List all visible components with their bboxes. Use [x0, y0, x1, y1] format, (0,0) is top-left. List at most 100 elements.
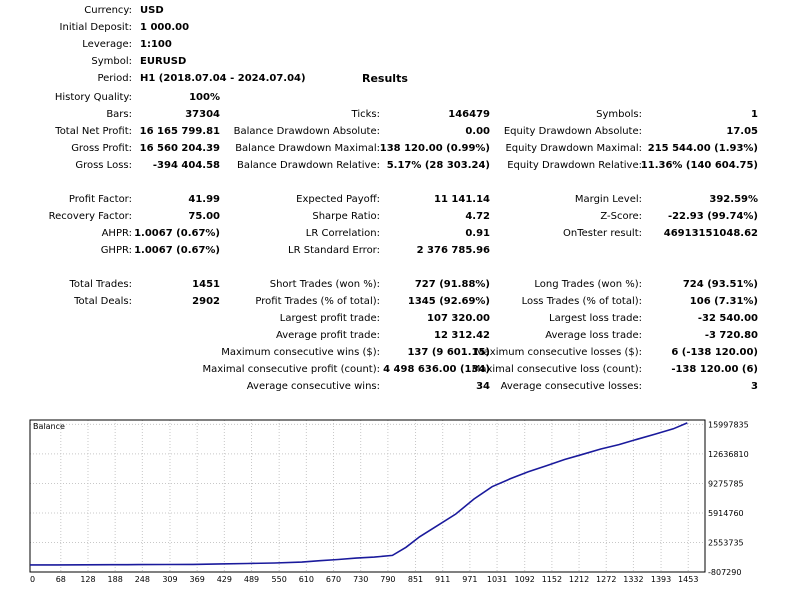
y-tick-label: 12636810 [708, 450, 749, 459]
total-trades-value: 1451 [192, 279, 220, 290]
ghpr-value: 1.0067 (0.67%) [134, 245, 220, 256]
ticks-value: 146479 [448, 109, 490, 120]
equity-dd-max-value: 215 544.00 (1.93%) [647, 143, 758, 154]
equity-dd-rel-value: 11.36% (140 604.75) [640, 160, 758, 171]
avg-cons-losses-value: 3 [751, 381, 758, 392]
bars-value: 37304 [185, 109, 220, 120]
chart-grid [29, 420, 705, 573]
profit-trades-label: Profit Trades (% of total): [255, 296, 380, 307]
avg-cons-losses-label: Average consecutive losses: [500, 381, 642, 392]
short-trades-label: Short Trades (won %): [269, 279, 380, 290]
x-tick-label: 309 [162, 575, 177, 584]
max-cons-wins-value: 137 (9 601.15) [407, 347, 490, 358]
equity-dd-max-label: Equity Drawdown Maximal: [505, 143, 642, 154]
chart-title: Balance [33, 422, 65, 431]
z-score-value: -22.93 (99.74%) [667, 211, 758, 222]
balance-series-line [30, 422, 688, 566]
x-tick-label: 730 [353, 575, 368, 584]
lr-std-error-value: 2 376 785.96 [416, 245, 490, 256]
long-trades-value: 724 (93.51%) [682, 279, 758, 290]
x-tick-label: 971 [462, 575, 477, 584]
x-tick-label: 1212 [569, 575, 589, 584]
total-net-profit-value: 16 165 799.81 [139, 126, 220, 137]
recovery-factor-label: Recovery Factor: [48, 211, 132, 222]
bars-label: Bars: [106, 109, 132, 120]
lr-correlation-label: LR Correlation: [305, 228, 380, 239]
avg-cons-wins-label: Average consecutive wins: [246, 381, 380, 392]
profit-factor-value: 41.99 [188, 194, 220, 205]
max-cons-loss-label: Maximal consecutive loss (count): [471, 364, 642, 375]
x-tick-label: 911 [435, 575, 450, 584]
max-cons-losses-value: 6 (-138 120.00) [671, 347, 758, 358]
margin-level-label: Margin Level: [574, 194, 642, 205]
symbol-label: Symbol: [91, 56, 132, 67]
balance-dd-max-value: 138 120.00 (0.99%) [379, 143, 490, 154]
y-tick-label: 9275785 [708, 479, 744, 488]
x-tick-label: 68 [56, 575, 66, 584]
max-cons-profit-value: 4 498 636.00 (134) [383, 364, 490, 375]
y-tick-label: 15997835 [708, 420, 749, 429]
currency-value: USD [140, 5, 164, 16]
margin-level-value: 392.59% [709, 194, 758, 205]
gross-loss-label: Gross Loss: [75, 160, 132, 171]
loss-trades-label: Loss Trades (% of total): [521, 296, 642, 307]
sharpe-ratio-label: Sharpe Ratio: [312, 211, 380, 222]
x-tick-label: 670 [326, 575, 341, 584]
symbols-value: 1 [751, 109, 758, 120]
total-trades-label: Total Trades: [69, 279, 133, 290]
x-tick-label: 429 [217, 575, 232, 584]
leverage-value: 1:100 [140, 39, 172, 50]
balance-dd-max-label: Balance Drawdown Maximal: [235, 143, 380, 154]
balance-dd-rel-label: Balance Drawdown Relative: [236, 160, 380, 171]
loss-trades-value: 106 (7.31%) [689, 296, 758, 307]
x-tick-label: 0 [30, 575, 35, 584]
x-tick-label: 248 [135, 575, 150, 584]
max-cons-loss-value: -138 120.00 (6) [671, 364, 758, 375]
period-label: Period: [97, 73, 132, 84]
avg-cons-wins-value: 34 [476, 381, 490, 392]
lr-correlation-value: 0.91 [465, 228, 490, 239]
ahpr-label: AHPR: [101, 228, 132, 239]
largest-loss-label: Largest loss trade: [549, 313, 642, 324]
equity-dd-abs-value: 17.05 [726, 126, 758, 137]
x-tick-label: 550 [272, 575, 287, 584]
x-tick-labels: 0 68 128 188 248 309 369 429 489 550 610 670 730 790 8… [30, 575, 698, 584]
x-tick-label: 1092 [515, 575, 535, 584]
x-tick-label: 610 [299, 575, 314, 584]
profit-trades-value: 1345 (92.69%) [407, 296, 490, 307]
symbols-label: Symbols: [596, 109, 642, 120]
initial-deposit-value: 1 000.00 [140, 22, 190, 33]
ahpr-value: 1.0067 (0.67%) [134, 228, 220, 239]
balance-dd-rel-value: 5.17% (28 303.24) [386, 160, 490, 171]
average-loss-label: Average loss trade: [545, 330, 642, 341]
gross-loss-value: -394 404.58 [152, 160, 220, 171]
average-profit-label: Average profit trade: [275, 330, 380, 341]
ticks-label: Ticks: [351, 109, 380, 120]
x-tick-label: 1453 [678, 575, 698, 584]
results-title: Results [362, 72, 408, 85]
y-tick-label: -807290 [708, 568, 741, 577]
expected-payoff-value: 11 141.14 [434, 194, 490, 205]
period-value: H1 (2018.07.04 - 2024.07.04) [140, 73, 306, 84]
equity-dd-abs-label: Equity Drawdown Absolute: [503, 126, 642, 137]
max-cons-wins-label: Maximum consecutive wins ($): [221, 347, 380, 358]
gross-profit-label: Gross Profit: [71, 143, 132, 154]
x-tick-label: 1152 [542, 575, 562, 584]
balance-chart: Balance 0 68 128 188 248 309 369 429 489 550 610 67… [29, 419, 749, 584]
y-tick-labels: 15997835 12636810 9275785 5914760 2553735 -80… [708, 420, 749, 577]
y-tick-label: 2553735 [708, 538, 744, 547]
x-tick-label: 1031 [487, 575, 507, 584]
short-trades-value: 727 (91.88%) [414, 279, 490, 290]
max-cons-losses-label: Maximum consecutive losses ($): [475, 347, 642, 358]
sharpe-ratio-value: 4.72 [465, 211, 490, 222]
lr-std-error-label: LR Standard Error: [288, 245, 380, 256]
profit-factor-label: Profit Factor: [68, 194, 132, 205]
ontester-result-label: OnTester result: [562, 228, 642, 239]
x-tick-label: 1332 [623, 575, 643, 584]
x-tick-label: 1393 [651, 575, 671, 584]
initial-deposit-label: Initial Deposit: [59, 22, 132, 33]
largest-profit-value: 107 320.00 [427, 313, 490, 324]
expected-payoff-label: Expected Payoff: [296, 194, 380, 205]
largest-loss-value: -32 540.00 [697, 313, 758, 324]
chart-frame [29, 419, 706, 573]
